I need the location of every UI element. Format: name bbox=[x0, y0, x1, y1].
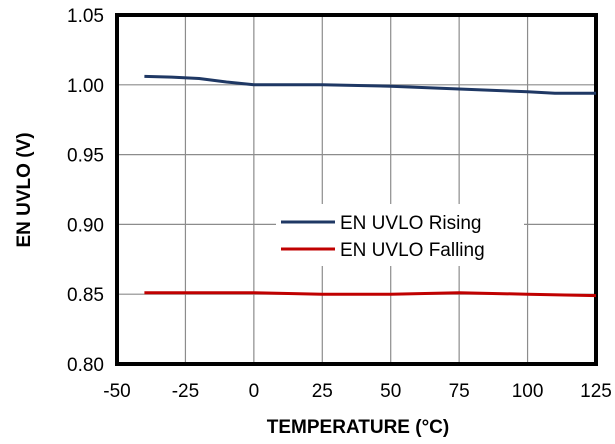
x-tick-label: -25 bbox=[172, 381, 199, 402]
y-axis-ticks: 0.80 0.85 0.90 0.95 1.00 1.05 bbox=[67, 6, 104, 376]
y-axis-title: EN UVLO (V) bbox=[14, 132, 35, 247]
series-line-rising bbox=[144, 74, 596, 95]
x-tick-label: 25 bbox=[312, 381, 333, 402]
series-layer bbox=[144, 74, 597, 298]
plot-area-frame bbox=[115, 13, 598, 366]
y-tick-label: 0.95 bbox=[67, 146, 104, 167]
y-tick-label: 0.85 bbox=[67, 285, 104, 306]
x-axis-ticks: -50 -25 0 25 50 75 100 125 bbox=[103, 381, 612, 402]
x-tick-label: 100 bbox=[512, 381, 544, 402]
x-tick-label: 0 bbox=[249, 381, 260, 402]
x-axis-title: TEMPERATURE (°C) bbox=[267, 417, 449, 438]
y-tick-label: 1.05 bbox=[67, 6, 104, 27]
legend-label-rising: EN UVLO Rising bbox=[340, 213, 482, 234]
legend: EN UVLO Rising EN UVLO Falling bbox=[276, 204, 524, 266]
x-tick-label: -50 bbox=[103, 381, 130, 402]
y-tick-label: 0.80 bbox=[67, 355, 104, 376]
x-tick-label: 75 bbox=[449, 381, 470, 402]
grid bbox=[116, 14, 597, 365]
y-tick-label: 1.00 bbox=[67, 76, 104, 97]
x-tick-label: 50 bbox=[380, 381, 401, 402]
series-line-falling bbox=[144, 291, 597, 298]
y-tick-label: 0.90 bbox=[67, 215, 104, 236]
legend-label-falling: EN UVLO Falling bbox=[340, 240, 485, 261]
legend-background bbox=[276, 204, 524, 266]
x-tick-label: 125 bbox=[580, 381, 612, 402]
